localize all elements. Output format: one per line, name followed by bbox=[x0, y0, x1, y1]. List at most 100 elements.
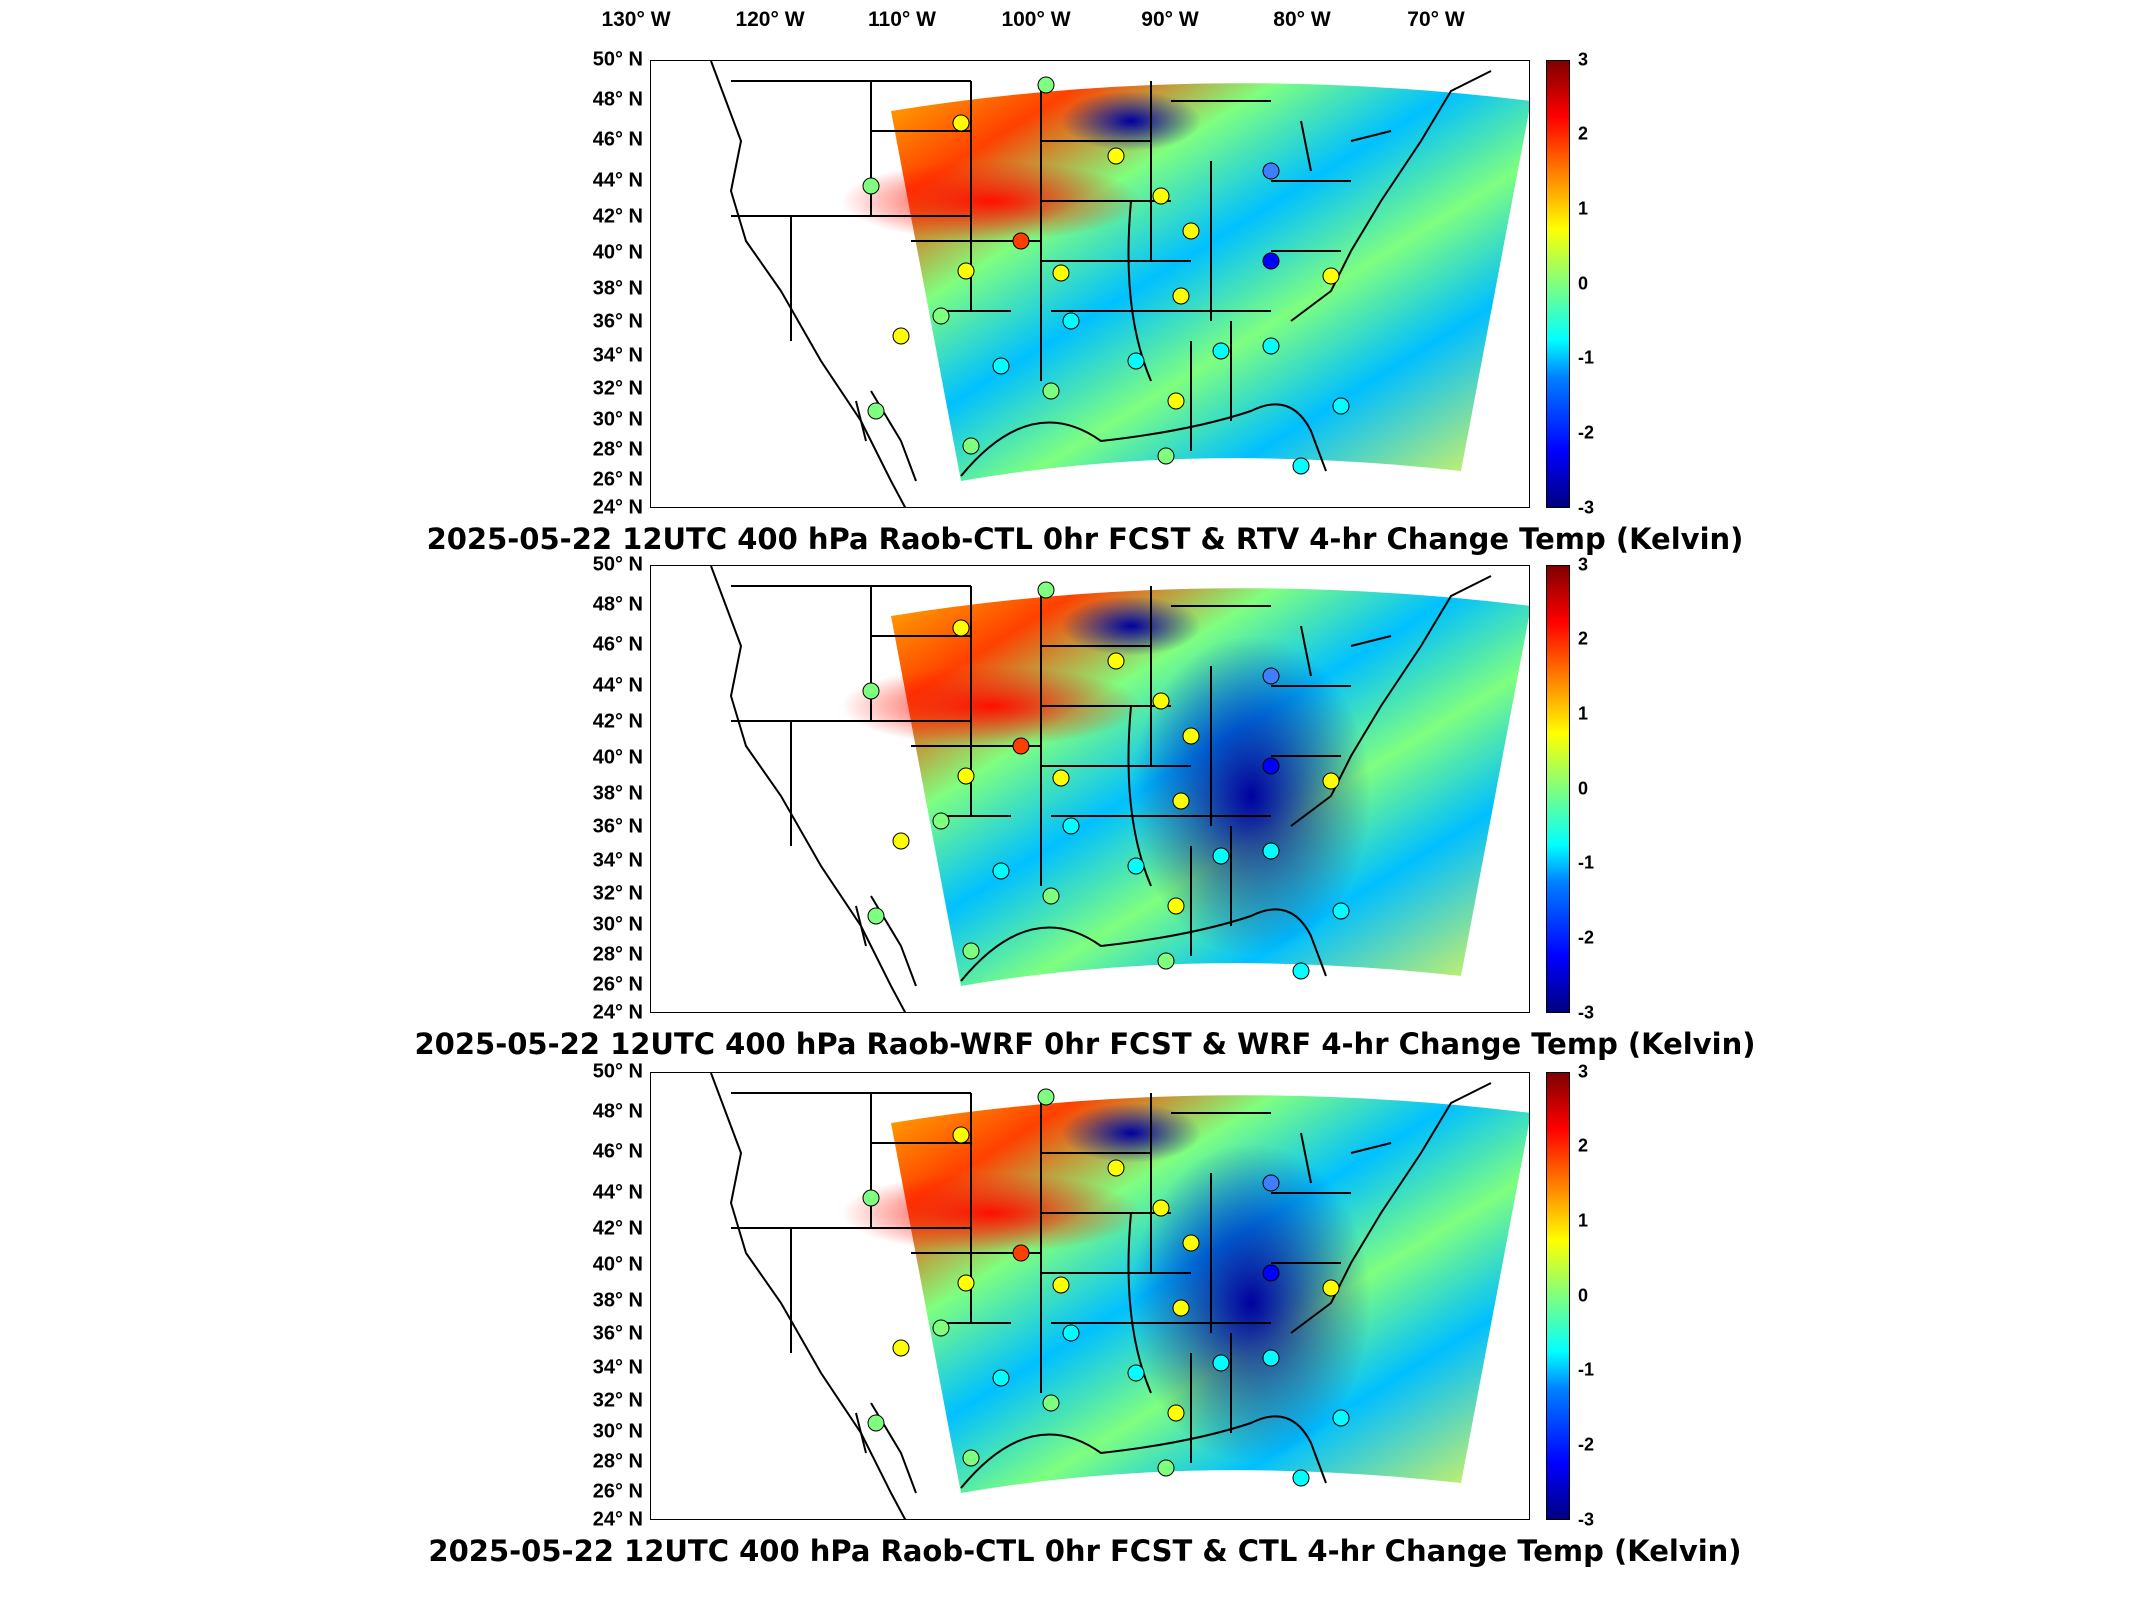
latitude-tick-label: 44° N bbox=[592, 169, 643, 192]
panel-title: 2025-05-22 12UTC 400 hPa Raob-WRF 0hr FC… bbox=[414, 1027, 1756, 1061]
raob-station-marker bbox=[1152, 187, 1170, 205]
raob-station-marker bbox=[1332, 902, 1350, 920]
colorbar-tick-label: 2 bbox=[1578, 628, 1589, 649]
latitude-tick-label: 42° N bbox=[592, 205, 643, 228]
boundary-line bbox=[855, 895, 917, 987]
raob-station-marker bbox=[862, 682, 880, 700]
latitude-tick-label: 48° N bbox=[592, 1100, 643, 1123]
raob-station-marker bbox=[1322, 772, 1340, 790]
raob-station-marker bbox=[1212, 1354, 1230, 1372]
latitude-tick-label: 38° N bbox=[592, 782, 643, 805]
latitude-tick-label: 44° N bbox=[592, 1181, 643, 1204]
raob-station-marker bbox=[1322, 267, 1340, 285]
raob-station-marker bbox=[1332, 1409, 1350, 1427]
raob-station-marker bbox=[892, 327, 910, 345]
colorbar-tick-label: 0 bbox=[1578, 778, 1589, 799]
raob-station-marker bbox=[867, 1414, 885, 1432]
field-anomaly bbox=[1061, 596, 1201, 656]
latitude-tick-label: 30° N bbox=[592, 1420, 643, 1443]
longitude-tick-label: 110° W bbox=[868, 8, 936, 31]
temperature-difference-map bbox=[710, 1073, 1529, 1519]
latitude-tick-label: 46° N bbox=[592, 633, 643, 656]
raob-station-marker bbox=[1157, 1459, 1175, 1477]
latitude-tick-label: 28° N bbox=[592, 1450, 643, 1473]
latitude-tick-label: 38° N bbox=[592, 1289, 643, 1312]
colorbar-tick-label: 0 bbox=[1578, 1285, 1589, 1306]
raob-station-marker bbox=[1037, 581, 1055, 599]
raob-station-marker bbox=[1167, 897, 1185, 915]
panel-title: 2025-05-22 12UTC 400 hPa Raob-CTL 0hr FC… bbox=[428, 1534, 1742, 1568]
latitude-tick-label: 40° N bbox=[592, 241, 643, 264]
latitude-tick-label: 32° N bbox=[592, 882, 643, 905]
latitude-tick-label: 26° N bbox=[592, 468, 643, 491]
colorbar-tick-label: 2 bbox=[1578, 123, 1589, 144]
boundary-line bbox=[1300, 1132, 1312, 1184]
field-anomaly bbox=[1061, 91, 1201, 151]
raob-station-marker bbox=[892, 1339, 910, 1357]
latitude-tick-label: 40° N bbox=[592, 1253, 643, 1276]
raob-station-marker bbox=[1172, 287, 1190, 305]
raob-station-marker bbox=[932, 812, 950, 830]
boundary-line bbox=[1290, 70, 1492, 322]
raob-station-marker bbox=[1262, 1264, 1280, 1282]
colorbar bbox=[1546, 1072, 1570, 1520]
raob-station-marker bbox=[957, 767, 975, 785]
field-anomaly bbox=[841, 666, 1141, 746]
temperature-difference-map bbox=[710, 566, 1529, 1012]
raob-station-marker bbox=[1062, 817, 1080, 835]
longitude-tick-label: 90° W bbox=[1141, 8, 1199, 31]
colorbar-tick-label: 3 bbox=[1578, 554, 1589, 575]
colorbar bbox=[1546, 60, 1570, 508]
raob-station-marker bbox=[1037, 76, 1055, 94]
latitude-tick-label: 28° N bbox=[592, 943, 643, 966]
raob-station-marker bbox=[1012, 232, 1030, 250]
raob-station-marker bbox=[1167, 1404, 1185, 1422]
raob-station-marker bbox=[952, 1126, 970, 1144]
boundary-line bbox=[855, 1402, 917, 1494]
raob-station-marker bbox=[957, 1274, 975, 1292]
colorbar-tick-label: -2 bbox=[1578, 422, 1595, 443]
raob-station-marker bbox=[1157, 952, 1175, 970]
latitude-tick-label: 30° N bbox=[592, 408, 643, 431]
raob-station-marker bbox=[1012, 737, 1030, 755]
latitude-tick-label: 50° N bbox=[592, 48, 643, 71]
raob-station-marker bbox=[892, 832, 910, 850]
colorbar-tick-label: -1 bbox=[1578, 347, 1595, 368]
map-plot bbox=[650, 1072, 1530, 1520]
raob-station-marker bbox=[1052, 769, 1070, 787]
latitude-tick-label: 24° N bbox=[592, 496, 643, 519]
colorbar-tick-label: 3 bbox=[1578, 1061, 1589, 1082]
latitude-tick-label: 42° N bbox=[592, 710, 643, 733]
map-plot bbox=[650, 565, 1530, 1013]
boundary-line bbox=[710, 566, 907, 1012]
raob-station-marker bbox=[1262, 1349, 1280, 1367]
latitude-tick-label: 28° N bbox=[592, 438, 643, 461]
longitude-tick-label: 130° W bbox=[601, 8, 671, 31]
raob-station-marker bbox=[1262, 667, 1280, 685]
raob-station-marker bbox=[1292, 1469, 1310, 1487]
raob-station-marker bbox=[962, 1449, 980, 1467]
colorbar-tick-label: 1 bbox=[1578, 703, 1589, 724]
colorbar bbox=[1546, 565, 1570, 1013]
raob-station-marker bbox=[1262, 337, 1280, 355]
latitude-tick-label: 34° N bbox=[592, 344, 643, 367]
boundary-line bbox=[960, 403, 1327, 477]
field-anomaly bbox=[841, 1173, 1141, 1253]
raob-station-marker bbox=[862, 1189, 880, 1207]
raob-station-marker bbox=[1332, 397, 1350, 415]
boundary-line bbox=[1350, 635, 1392, 647]
raob-station-marker bbox=[1107, 147, 1125, 165]
raob-station-marker bbox=[1042, 887, 1060, 905]
raob-station-marker bbox=[1212, 342, 1230, 360]
latitude-tick-label: 46° N bbox=[592, 128, 643, 151]
raob-station-marker bbox=[1152, 692, 1170, 710]
latitude-tick-label: 26° N bbox=[592, 973, 643, 996]
longitude-tick-label: 70° W bbox=[1407, 8, 1465, 31]
colorbar-tick-label: 1 bbox=[1578, 1210, 1589, 1231]
raob-station-marker bbox=[952, 619, 970, 637]
raob-station-marker bbox=[862, 177, 880, 195]
colorbar-tick-label: 0 bbox=[1578, 273, 1589, 294]
raob-station-marker bbox=[1107, 1159, 1125, 1177]
latitude-tick-label: 40° N bbox=[592, 746, 643, 769]
latitude-tick-label: 30° N bbox=[592, 913, 643, 936]
